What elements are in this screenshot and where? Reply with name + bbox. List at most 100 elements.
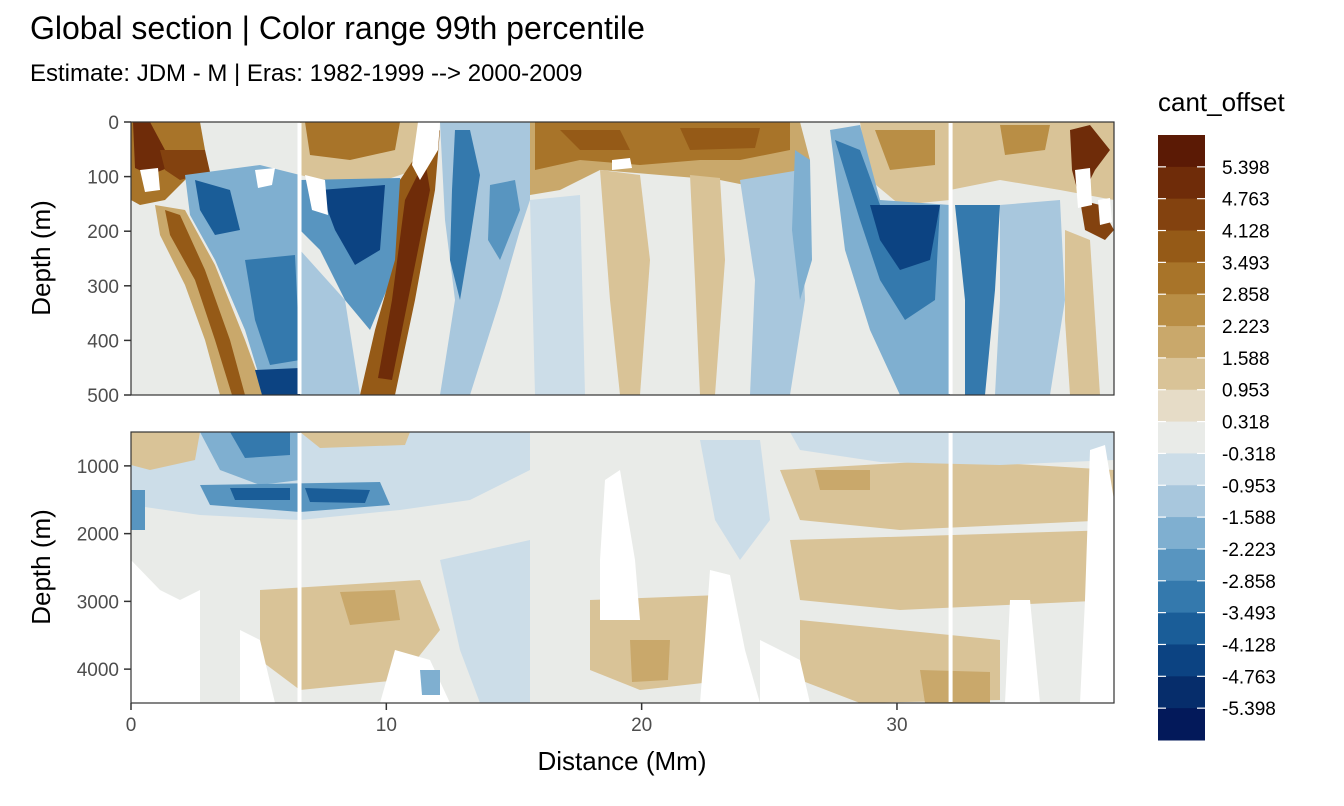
field-shape: [255, 168, 275, 188]
field-shape: [875, 130, 935, 170]
legend-swatch: [1158, 166, 1205, 200]
field-shape: [230, 432, 290, 458]
field-shape: [305, 488, 370, 503]
y-tick-label: 4000: [77, 660, 119, 681]
field-shape: [530, 195, 585, 395]
legend-swatch: [1158, 485, 1205, 518]
field-shape: [815, 470, 870, 490]
y-axis-label-lower: Depth (m): [26, 509, 56, 625]
field-shape: [300, 250, 360, 395]
field-shape: [140, 168, 160, 192]
y-tick-label: 500: [87, 386, 119, 407]
field-shape: [440, 540, 530, 703]
panel-lower-border: [130, 431, 1115, 704]
chart-title: Global section | Color range 99th percen…: [30, 10, 645, 46]
y-tick-label: 0: [108, 113, 119, 134]
legend-label: -1.588: [1222, 508, 1276, 529]
field-shape: [488, 180, 520, 260]
field-shape: [255, 368, 300, 395]
legend-labels: 5.398 4.763 4.128 3.493 2.858 2.223 1.588 0.953…: [1222, 158, 1276, 720]
field-shape: [320, 185, 385, 265]
panel-upper: 0 100 200 300 400 500: [87, 113, 1115, 407]
legend-label: 0.953: [1222, 381, 1270, 402]
legend-swatch: [1158, 580, 1205, 614]
legend-label: 2.858: [1222, 285, 1270, 306]
y-axis-label-upper: Depth (m): [26, 200, 56, 316]
field-shape: [600, 470, 640, 620]
field-shape: [600, 170, 650, 395]
x-tick-label: 10: [376, 715, 397, 736]
y-axis-lower: 1000 2000 3000 4000: [77, 457, 131, 681]
y-tick-label: 300: [87, 277, 119, 298]
legend-colorbar: [1158, 135, 1205, 741]
field-shape: [995, 200, 1065, 395]
field-shape: [700, 570, 760, 703]
legend-label: 4.763: [1222, 190, 1270, 211]
field-shape: [1098, 198, 1112, 225]
y-tick-label: 2000: [77, 525, 119, 546]
legend: cant_offset 5.398 4.763 4.128 3.493 2.858 2.2…: [1158, 87, 1286, 741]
field-shape: [300, 432, 410, 448]
field-shape: [165, 210, 245, 395]
legend-swatch: [1158, 612, 1205, 645]
field-shape: [690, 175, 725, 395]
field-shape: [131, 432, 200, 470]
field-shape: [560, 130, 630, 150]
legend-label: 5.398: [1222, 158, 1270, 179]
field-shape: [1065, 230, 1100, 395]
field-shape: [955, 205, 1000, 395]
legend-label: -3.493: [1222, 604, 1276, 625]
legend-label: -4.763: [1222, 667, 1276, 688]
x-tick-label: 0: [126, 715, 137, 736]
field-shape: [305, 122, 400, 160]
y-tick-label: 200: [87, 222, 119, 243]
y-axis-upper: 0 100 200 300 400 500: [87, 113, 131, 407]
y-tick-label: 1000: [77, 457, 119, 478]
field-shape: [131, 560, 200, 703]
legend-swatch: [1158, 294, 1205, 327]
chart-subtitle: Estimate: JDM - M | Eras: 1982-1999 --> …: [30, 60, 583, 87]
legend-swatch: [1158, 708, 1205, 741]
legend-swatch: [1158, 198, 1205, 232]
legend-swatch: [1158, 517, 1205, 550]
legend-swatch: [1158, 676, 1205, 709]
x-tick-label: 30: [886, 715, 907, 736]
legend-label: -0.318: [1222, 444, 1276, 465]
legend-swatch: [1158, 421, 1205, 454]
panel-upper-border: [130, 121, 1115, 396]
field-shape: [160, 150, 210, 180]
field-shape: [340, 590, 400, 625]
legend-label: 4.128: [1222, 222, 1270, 243]
panel-lower: 1000 2000 3000 4000: [77, 431, 1115, 704]
field-shape: [1080, 445, 1114, 703]
field-shape: [1000, 125, 1050, 155]
legend-label: 3.493: [1222, 253, 1270, 274]
field-shape: [792, 150, 812, 300]
field-shape: [245, 255, 300, 365]
legend-swatch: [1158, 262, 1205, 295]
x-axis-label: Distance (Mm): [537, 746, 706, 776]
field-shape: [700, 440, 770, 560]
legend-swatch: [1158, 230, 1205, 263]
field-shape: [612, 158, 632, 170]
y-tick-label: 100: [87, 168, 119, 189]
field-shape: [412, 122, 440, 180]
panel-upper-field: [131, 122, 1114, 395]
legend-label: -4.128: [1222, 635, 1276, 656]
field-shape: [630, 640, 670, 682]
field-shape: [305, 175, 328, 215]
field-shape: [740, 170, 805, 395]
field-shape: [240, 630, 275, 703]
legend-swatch: [1158, 644, 1205, 677]
legend-label: 1.588: [1222, 349, 1270, 370]
field-shape: [870, 205, 940, 270]
legend-label: -2.223: [1222, 540, 1276, 561]
legend-swatch: [1158, 135, 1205, 168]
legend-swatch: [1158, 548, 1205, 582]
legend-swatch: [1158, 389, 1205, 423]
legend-title: cant_offset: [1158, 87, 1286, 117]
field-shape: [760, 640, 810, 703]
field-shape: [230, 488, 290, 500]
legend-label: 2.223: [1222, 317, 1270, 338]
